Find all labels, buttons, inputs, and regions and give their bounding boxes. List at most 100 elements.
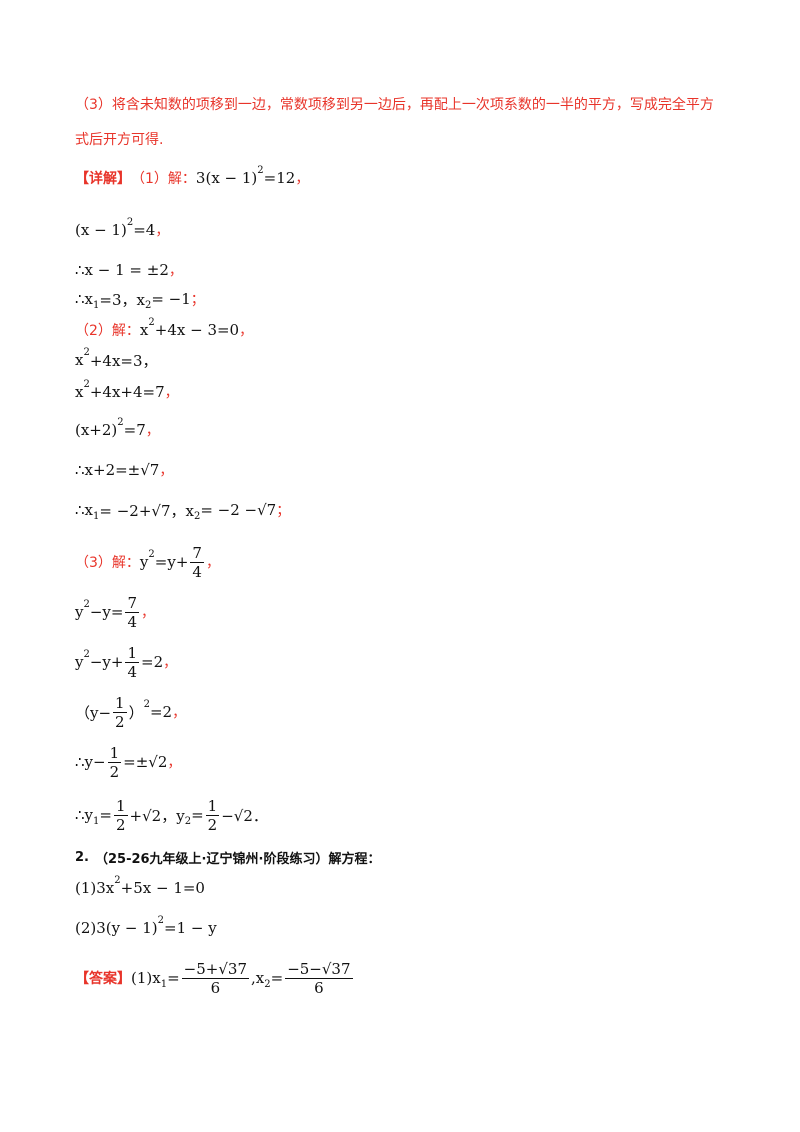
superscript: 2	[83, 346, 90, 358]
text: ）	[128, 703, 144, 722]
text: +4x=3，	[89, 351, 158, 370]
text: +4x+4=7	[89, 383, 165, 401]
superscript: 2	[143, 698, 150, 710]
text: (1)x	[131, 969, 161, 987]
subscript: 2	[264, 978, 271, 990]
text: ∴y	[75, 806, 94, 824]
numerator: 1	[113, 796, 128, 816]
text: =7	[123, 421, 146, 439]
text-line: (x − 1) 2 =4，	[75, 216, 169, 242]
text: ∴x	[75, 290, 94, 308]
text-line: (x+2) 2 =7，	[75, 417, 160, 442]
text: =±√2	[123, 753, 168, 771]
text: −√2．	[221, 806, 268, 825]
numerator: 1	[107, 743, 122, 763]
text-line: ∴y 1 = 1 2 +√2，y 2 = 1 2 −√2．	[75, 797, 268, 834]
text: =2	[141, 653, 164, 671]
text-line: x 2 +4x=3，	[75, 346, 158, 372]
denominator: 6	[314, 978, 324, 997]
text-line: （3）将含未知数的项移到一边，常数项移到另一边后，再配上一次项系数的一半的平方，…	[75, 92, 714, 116]
text-line: 【详解】 （1）解： 3(x − 1) 2 =12，	[75, 164, 309, 190]
text-line: ∴x+2=±√7，	[75, 458, 173, 482]
text: y	[139, 553, 149, 571]
text-line: ∴x 1 =3，x 2 = −1；	[75, 287, 205, 311]
text: 式后开方可得.	[75, 132, 164, 148]
text-line: y 2 −y= 7 4，	[75, 594, 155, 631]
numerator: 1	[125, 643, 140, 663]
text: ，	[167, 755, 182, 771]
superscript: 2	[257, 164, 264, 176]
text: （3）解：	[75, 555, 140, 571]
text: (x − 1)	[75, 221, 127, 239]
text: y	[75, 653, 84, 671]
text-line: x 2 +4x+4=7，	[75, 378, 179, 404]
text: 2.	[75, 849, 89, 865]
text: =1 − y	[164, 919, 217, 937]
superscript: 2	[157, 914, 164, 926]
superscript: 2	[148, 316, 155, 328]
text-line: y 2 −y+ 1 4 =2，	[75, 644, 178, 681]
text: (1)3x	[75, 879, 115, 897]
text: ，	[205, 555, 220, 571]
denominator: 2	[109, 762, 120, 781]
text: ；	[276, 503, 291, 519]
text: =	[167, 969, 180, 987]
text: +5x − 1=0	[120, 879, 205, 897]
text: +4x − 3=0	[154, 321, 240, 339]
text-line: (1)3x 2 +5x − 1=0	[75, 874, 205, 900]
text: ，	[163, 655, 178, 671]
text: =3，x	[99, 290, 145, 309]
denominator: 2	[115, 815, 126, 834]
text-line: （3）解： y 2 =y+ 7 4，	[75, 544, 220, 581]
text: 【答案】	[75, 971, 131, 987]
text: 【详解】	[75, 171, 131, 187]
denominator: 2	[115, 712, 125, 731]
superscript: 2	[83, 648, 90, 660]
text: x	[139, 321, 149, 339]
text-line: ∴x − 1 = ±2，	[75, 258, 183, 282]
text: x	[75, 383, 84, 401]
subscript: 1	[160, 978, 168, 990]
text-line: 式后开方可得.	[75, 127, 163, 151]
text-line: ∴y− 1 2 =±√2，	[75, 744, 182, 781]
numerator: 7	[125, 593, 140, 613]
subscript: 2	[144, 299, 152, 311]
superscript: 2	[83, 378, 90, 390]
text: ,x	[251, 969, 265, 987]
text: x	[75, 351, 84, 369]
subscript: 1	[93, 510, 100, 522]
numerator: −5+√37	[181, 959, 249, 979]
text: ∴x+2=±√7	[75, 461, 160, 479]
text: ，	[168, 263, 183, 279]
text: ，	[159, 463, 174, 479]
text: ，	[145, 423, 160, 439]
text: （2）解：	[75, 323, 140, 339]
text: ∴x − 1 = ±2	[75, 261, 169, 279]
numerator: 1	[205, 796, 220, 816]
text: =	[99, 806, 112, 824]
denominator: 2	[207, 815, 218, 834]
superscript: 2	[148, 548, 155, 560]
superscript: 2	[114, 874, 121, 886]
text: =4	[133, 221, 156, 239]
text: −y+	[89, 653, 124, 671]
text: （y−	[75, 703, 112, 722]
text: （25-26九年级上·辽宁锦州·阶段练习）解方程：	[94, 851, 381, 867]
text: (x+2)	[75, 421, 118, 439]
numerator: −5−√37	[285, 959, 353, 979]
text: = −2 −√7	[200, 501, 277, 519]
text: 3(x − 1)	[195, 169, 258, 187]
text: +√2，y	[129, 806, 185, 825]
numerator: 1	[113, 693, 127, 713]
superscript: 2	[126, 216, 134, 228]
text-line: 【答案】 (1)x 1 = −5+√37 6 ,x 2 = −5−√37 6	[75, 960, 355, 997]
text: ∴y−	[75, 753, 106, 771]
numerator: 7	[190, 543, 204, 563]
text-line: （2）解： x 2 +4x − 3=0，	[75, 316, 253, 342]
text: = −1	[151, 290, 191, 308]
text-line: （y− 1 2） 2 =2，	[75, 694, 186, 731]
